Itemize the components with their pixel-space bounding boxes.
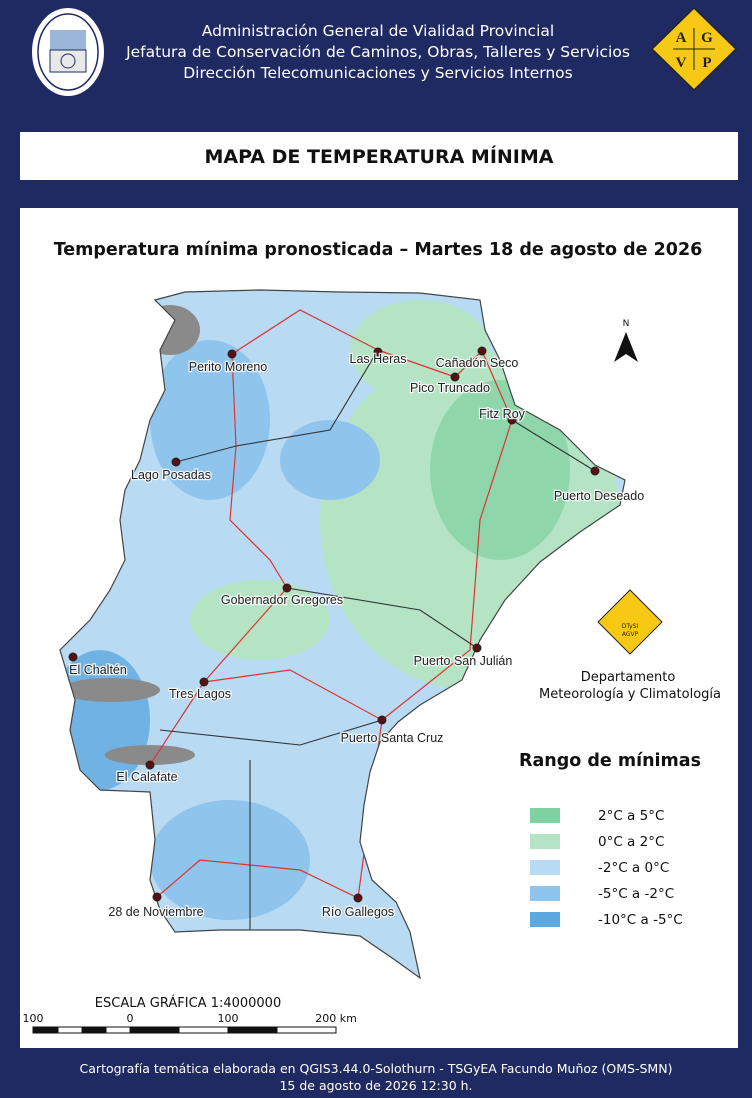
town-label: El Calafate <box>116 770 177 784</box>
department-logo: DTySI AGVP <box>597 589 663 655</box>
town-label: Lago Posadas <box>131 468 211 482</box>
header-line: Dirección Telecomunicaciones y Servicios… <box>183 64 573 82</box>
town-dot <box>472 643 482 653</box>
header-line: Jefatura de Conservación de Caminos, Obr… <box>125 43 630 61</box>
scale-label: 0 <box>127 1012 134 1025</box>
town-dot <box>282 583 292 593</box>
logo-letter: P <box>702 55 711 71</box>
scale-label: 100 <box>23 1012 44 1025</box>
legend-title: Rango de mínimas <box>519 751 701 771</box>
town-dot <box>171 457 181 467</box>
department-line: Meteorología y Climatología <box>539 687 721 702</box>
legend-swatch <box>530 912 560 927</box>
scale-label: 100 <box>218 1012 239 1025</box>
province-emblem <box>30 6 106 98</box>
town-dot <box>377 715 387 725</box>
town-label: Cañadón Seco <box>436 356 519 370</box>
town-dot <box>373 347 383 357</box>
footer-line: Cartografía temática elaborada en QGIS3.… <box>80 1061 673 1076</box>
department-line: Departamento <box>581 670 676 685</box>
legend-swatch <box>530 886 560 901</box>
legend: 2°C a 5°C 0°C a 2°C -2°C a 0°C -5°C a -2°C -… <box>530 808 683 928</box>
logo-letter: G <box>701 30 713 46</box>
town-label: Puerto Santa Cruz <box>341 731 444 745</box>
town-dot <box>68 652 78 662</box>
header-line: Administración General de Vialidad Provi… <box>202 22 554 40</box>
town-dot <box>590 466 600 476</box>
town-dot <box>507 415 517 425</box>
town-dot <box>199 677 209 687</box>
town-label: Las Heras <box>350 352 407 366</box>
agvp-logo: A G V P <box>650 6 738 92</box>
legend-label: 0°C a 2°C <box>598 834 664 850</box>
town-dot <box>477 346 487 356</box>
scale-bar <box>32 1026 337 1034</box>
town-label: Perito Moreno <box>189 360 268 374</box>
map-subtitle: Temperatura mínima pronosticada – Martes… <box>54 240 703 260</box>
legend-swatch <box>530 834 560 849</box>
department-logo-text: DTySI <box>622 623 639 630</box>
town-label: Pico Truncado <box>410 381 490 395</box>
legend-swatch <box>530 860 560 875</box>
scale-label: 200 km <box>315 1012 357 1025</box>
footer-line: 15 de agosto de 2026 12:30 h. <box>279 1078 472 1093</box>
town-label: Puerto San Julián <box>414 654 513 668</box>
legend-label: 2°C a 5°C <box>598 808 664 824</box>
department-logo-text: AGVP <box>622 631 639 638</box>
logo-letter: V <box>676 55 687 71</box>
scale-title: ESCALA GRÁFICA 1:4000000 <box>95 995 281 1011</box>
town-dot <box>152 892 162 902</box>
town-label: Gobernador Gregores <box>221 593 343 607</box>
towns: Perito Moreno Las Heras Cañadón Seco Pico T… <box>68 346 645 920</box>
north-label: N <box>623 319 630 329</box>
north-arrow: N <box>614 319 638 362</box>
legend-swatch <box>530 808 560 823</box>
town-dot <box>227 349 237 359</box>
title-box <box>20 132 738 180</box>
town-label: Puerto Deseado <box>554 489 644 503</box>
town-label: Tres Lagos <box>169 687 231 701</box>
town-dot <box>145 760 155 770</box>
town-label: 28 de Noviembre <box>108 905 203 919</box>
legend-label: -2°C a 0°C <box>598 860 669 876</box>
logo-letter: A <box>676 30 687 46</box>
legend-label: -5°C a -2°C <box>598 886 674 902</box>
page-title: MAPA DE TEMPERATURA MÍNIMA <box>205 145 554 168</box>
town-dot <box>353 893 363 903</box>
town-label: El Chaltén <box>69 663 127 677</box>
town-label: Río Gallegos <box>322 905 394 919</box>
legend-label: -10°C a -5°C <box>598 912 683 928</box>
town-dot <box>450 372 460 382</box>
town-label: Fitz Roy <box>479 407 526 421</box>
